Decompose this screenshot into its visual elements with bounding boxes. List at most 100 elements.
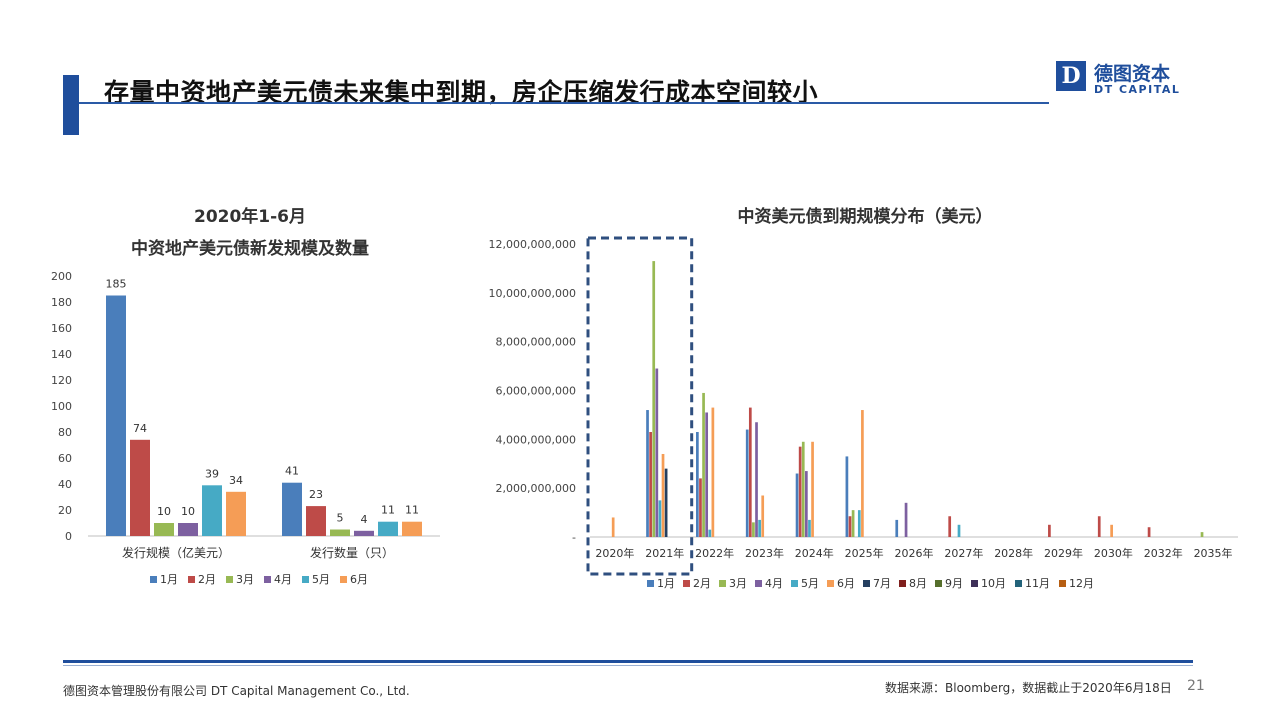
y-tick-label: 2,000,000,000	[496, 482, 576, 495]
bar	[708, 529, 712, 537]
bar	[696, 432, 699, 537]
y-tick-label: -	[572, 531, 576, 544]
bar	[1147, 527, 1151, 537]
y-tick-label: 40	[58, 478, 72, 491]
bar	[755, 422, 758, 537]
y-tick-label: 140	[51, 348, 72, 361]
legend-label: 7月	[873, 577, 891, 590]
bar	[130, 439, 150, 536]
legend-label: 8月	[909, 577, 927, 590]
x-category-label: 2028年	[994, 546, 1033, 560]
x-category-label: 2030年	[1094, 546, 1133, 560]
bar	[154, 523, 174, 536]
legend-label: 12月	[1069, 577, 1094, 590]
logo-name-en: DT CAPITAL	[1094, 83, 1181, 96]
bar	[758, 519, 761, 537]
x-category-label: 发行数量（只）	[310, 545, 394, 560]
x-category-label: 2029年	[1044, 546, 1083, 560]
legend-label: 4月	[765, 577, 783, 590]
legend-label: 1月	[160, 573, 178, 586]
y-tick-label: 100	[51, 400, 72, 413]
x-category-label: 2020年	[595, 546, 634, 560]
bar	[904, 502, 908, 537]
bar	[699, 478, 702, 537]
legend-swatch	[340, 576, 347, 583]
bar	[282, 482, 302, 536]
legend-label: 3月	[729, 577, 747, 590]
bar	[848, 516, 852, 537]
data-label: 74	[133, 422, 147, 435]
highlight-box	[586, 236, 694, 576]
left-chart-title: 2020年1-6月	[193, 207, 307, 227]
legend-swatch	[302, 576, 309, 583]
bar	[795, 473, 799, 537]
bar	[226, 491, 246, 536]
legend-swatch	[719, 580, 726, 587]
bar	[801, 441, 805, 537]
legend-swatch	[827, 580, 834, 587]
legend-label: 2月	[198, 573, 216, 586]
bar	[748, 407, 752, 537]
bar	[330, 529, 350, 536]
logo-name-cn: 德图资本	[1094, 63, 1171, 85]
y-tick-label: 120	[51, 374, 72, 387]
bar	[895, 519, 899, 537]
x-category-label: 发行规模（亿美元）	[122, 545, 230, 560]
bar	[354, 530, 374, 536]
title-underline	[79, 102, 1049, 104]
y-tick-label: 12,000,000,000	[489, 238, 576, 251]
logo-mark-icon: D	[1056, 61, 1086, 91]
data-label: 39	[205, 467, 219, 480]
footer-rule	[63, 660, 1193, 663]
legend-label: 10月	[981, 577, 1006, 590]
bar	[752, 522, 755, 537]
bar	[798, 446, 802, 537]
data-label: 10	[181, 505, 195, 518]
data-label: 23	[309, 488, 323, 501]
bar	[1097, 516, 1101, 537]
bar	[857, 510, 861, 537]
bar	[808, 519, 811, 537]
legend-swatch	[971, 580, 978, 587]
footer-company: 德图资本管理股份有限公司 DT Capital Management Co., …	[63, 684, 410, 698]
bar	[611, 517, 615, 537]
data-label: 4	[361, 513, 368, 526]
legend-swatch	[1015, 580, 1022, 587]
y-tick-label: 8,000,000,000	[496, 336, 576, 349]
bar	[664, 468, 668, 537]
y-tick-label: 10,000,000,000	[489, 287, 576, 300]
data-label: 185	[106, 278, 127, 291]
page-number: 21	[1187, 678, 1205, 694]
legend-swatch	[791, 580, 798, 587]
x-category-label: 2023年	[745, 546, 784, 560]
left-chart-subtitle: 中资地产美元债新发规模及数量	[131, 239, 369, 259]
legend-swatch	[863, 580, 870, 587]
y-tick-label: 20	[58, 504, 72, 517]
legend-label: 1月	[657, 577, 675, 590]
legend-swatch	[755, 580, 762, 587]
right-chart-title: 中资美元债到期规模分布（美元）	[737, 207, 993, 227]
bar	[711, 407, 715, 537]
legend-label: 2月	[693, 577, 711, 590]
bar	[106, 295, 126, 536]
legend-swatch	[264, 576, 271, 583]
legend-swatch	[935, 580, 942, 587]
bar	[805, 471, 808, 537]
bar	[306, 506, 326, 536]
data-label: 11	[381, 504, 395, 517]
y-tick-label: 160	[51, 322, 72, 335]
legend-label: 6月	[350, 573, 368, 586]
bar	[957, 524, 961, 537]
y-tick-label: 0	[65, 530, 72, 543]
y-tick-label: 60	[58, 452, 72, 465]
legend-swatch	[188, 576, 195, 583]
bar	[378, 521, 398, 536]
bar	[845, 456, 849, 537]
bar	[761, 495, 765, 537]
bar	[948, 516, 952, 537]
legend-swatch	[1059, 580, 1066, 587]
bar	[1048, 524, 1051, 537]
y-tick-label: 4,000,000,000	[496, 433, 576, 446]
x-category-label: 2024年	[795, 546, 834, 560]
x-category-label: 2025年	[845, 546, 884, 560]
